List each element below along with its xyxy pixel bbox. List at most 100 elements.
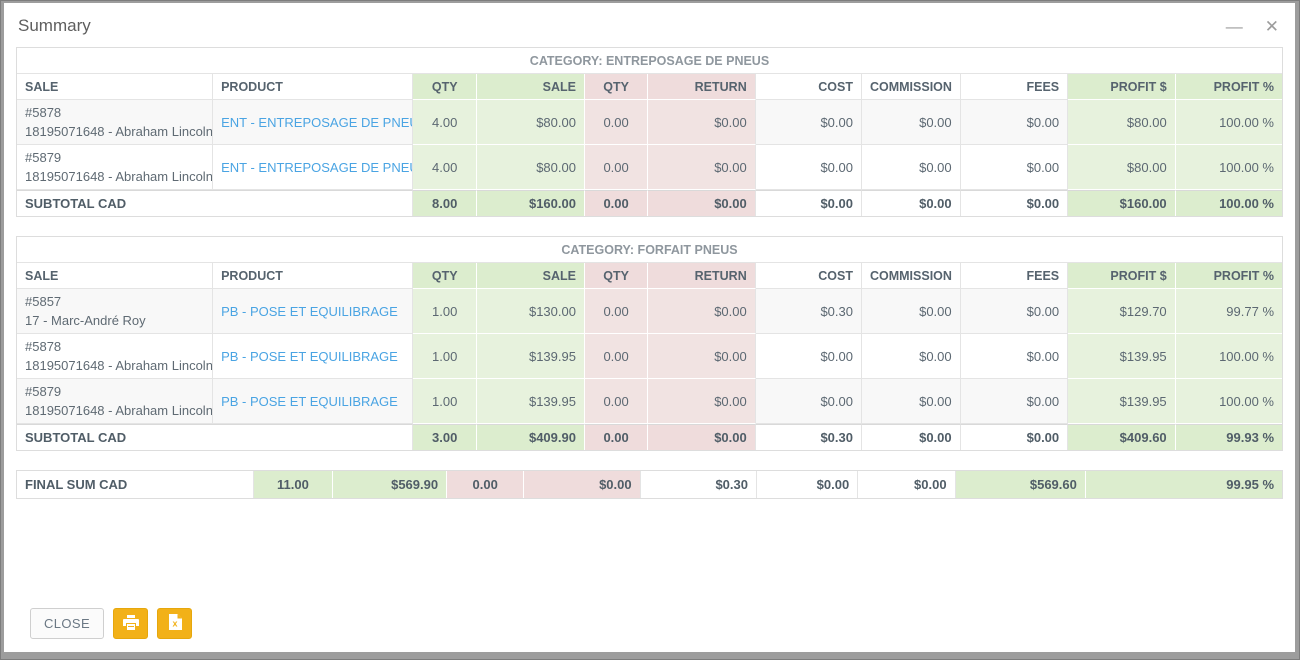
profit-pct-cell: 100.00 % — [1175, 334, 1282, 379]
product-cell: ENT - ENTREPOSAGE DE PNEUS — [213, 100, 413, 145]
category-title: CATEGORY: ENTREPOSAGE DE PNEUS — [17, 48, 1282, 74]
profit-cell: $139.95 — [1068, 379, 1176, 424]
sale-customer: 18195071648 - Abraham Lincoln — [25, 169, 213, 184]
category-table-entreposage: CATEGORY: ENTREPOSAGE DE PNEUS SALE PROD… — [16, 47, 1283, 217]
cost-cell: $0.00 — [755, 334, 862, 379]
return-qty-cell: 0.00 — [584, 145, 649, 190]
print-button[interactable] — [113, 608, 149, 639]
final-sum-label: FINAL SUM CAD — [17, 471, 254, 498]
close-button[interactable]: CLOSE — [30, 608, 105, 639]
col-return: RETURN — [648, 74, 756, 100]
sale-amount-cell: $409.90 — [477, 424, 585, 450]
return-qty-cell: 0.00 — [584, 379, 649, 424]
commission-cell: $0.00 — [861, 379, 961, 424]
sale-amount-cell: $80.00 — [477, 145, 585, 190]
qty-cell: 11.00 — [253, 471, 334, 498]
sale-customer: 18195071648 - Abraham Lincoln — [25, 403, 213, 418]
qty-cell: 3.00 — [412, 424, 478, 450]
subtotal-row: SUBTOTAL CAD 8.00 $160.00 0.00 $0.00 $0.… — [17, 190, 1282, 216]
col-profit-pct: PROFIT % — [1175, 263, 1282, 289]
final-sum-table: FINAL SUM CAD 11.00 $569.90 0.00 $0.00 $… — [16, 470, 1283, 499]
col-fees: FEES — [960, 263, 1069, 289]
return-qty-cell: 0.00 — [584, 424, 649, 450]
col-sale: SALE — [17, 74, 214, 100]
col-fees: FEES — [960, 74, 1069, 100]
category-table-forfait: CATEGORY: FORFAIT PNEUS SALE PRODUCT QTY… — [16, 236, 1283, 451]
column-header-row: SALE PRODUCT QTY SALE QTY RETURN COST CO… — [17, 74, 1282, 100]
cost-cell: $0.30 — [755, 424, 862, 450]
col-sale: SALE — [17, 263, 214, 289]
qty-cell: 1.00 — [412, 379, 478, 424]
commission-cell: $0.00 — [861, 190, 961, 216]
fees-cell: $0.00 — [960, 190, 1069, 216]
export-excel-icon: x — [168, 614, 182, 633]
commission-cell: $0.00 — [861, 334, 961, 379]
sale-amount-cell: $139.95 — [477, 379, 585, 424]
table-row: #5878 18195071648 - Abraham Lincoln PB -… — [17, 334, 1282, 379]
product-cell: PB - POSE ET EQUILIBRAGE — [213, 289, 413, 334]
subtotal-label: SUBTOTAL CAD — [17, 424, 413, 450]
product-cell: ENT - ENTREPOSAGE DE PNEUS — [213, 145, 413, 190]
product-link[interactable]: PB - POSE ET EQUILIBRAGE — [221, 303, 398, 319]
col-profit-pct: PROFIT % — [1175, 74, 1282, 100]
sale-amount-cell: $130.00 — [477, 289, 585, 334]
sale-id: #5879 — [25, 150, 62, 165]
col-return-qty: QTY — [584, 74, 649, 100]
product-link[interactable]: ENT - ENTREPOSAGE DE PNEUS — [221, 159, 413, 175]
profit-cell: $80.00 — [1068, 100, 1176, 145]
commission-cell: $0.00 — [861, 424, 961, 450]
minimize-icon[interactable]: — — [1225, 17, 1243, 36]
profit-cell: $139.95 — [1068, 334, 1176, 379]
return-cell: $0.00 — [648, 289, 756, 334]
col-cost: COST — [755, 263, 862, 289]
sale-id: #5878 — [25, 339, 62, 354]
return-qty-cell: 0.00 — [584, 100, 649, 145]
col-profit: PROFIT $ — [1068, 263, 1176, 289]
svg-text:x: x — [172, 619, 177, 629]
return-cell: $0.00 — [524, 471, 641, 498]
commission-cell: $0.00 — [861, 289, 961, 334]
col-return: RETURN — [648, 263, 756, 289]
return-qty-cell: 0.00 — [584, 334, 649, 379]
profit-pct-cell: 100.00 % — [1175, 100, 1282, 145]
sale-customer: 17 - Marc-André Roy — [25, 313, 146, 328]
category-title: CATEGORY: FORFAIT PNEUS — [17, 237, 1282, 263]
commission-cell: $0.00 — [861, 145, 961, 190]
export-excel-button[interactable]: x — [157, 608, 193, 639]
modal-footer: CLOSE — [16, 608, 1283, 652]
modal-header: Summary — ✕ — [4, 3, 1295, 47]
sale-cell: #5879 18195071648 - Abraham Lincoln — [17, 379, 214, 424]
cost-cell: $0.30 — [755, 289, 862, 334]
return-qty-cell: 0.00 — [447, 471, 525, 498]
sale-id: #5878 — [25, 105, 62, 120]
col-return-qty: QTY — [584, 263, 649, 289]
cost-cell: $0.00 — [755, 145, 862, 190]
profit-pct-cell: 100.00 % — [1175, 190, 1282, 216]
sale-amount-cell: $139.95 — [477, 334, 585, 379]
profit-pct-cell: 100.00 % — [1175, 379, 1282, 424]
fees-cell: $0.00 — [960, 424, 1069, 450]
table-row: #5878 18195071648 - Abraham Lincoln ENT … — [17, 100, 1282, 145]
sale-amount-cell: $160.00 — [477, 190, 585, 216]
profit-pct-cell: 99.95 % — [1085, 471, 1282, 498]
sale-amount-cell: $569.90 — [333, 471, 448, 498]
product-link[interactable]: ENT - ENTREPOSAGE DE PNEUS — [221, 114, 413, 130]
product-cell: PB - POSE ET EQUILIBRAGE — [213, 379, 413, 424]
profit-cell: $160.00 — [1068, 190, 1176, 216]
close-icon[interactable]: ✕ — [1264, 17, 1279, 36]
sale-cell: #5857 17 - Marc-André Roy — [17, 289, 214, 334]
sale-id: #5879 — [25, 384, 62, 399]
col-qty: QTY — [412, 263, 478, 289]
qty-cell: 4.00 — [412, 145, 478, 190]
product-link[interactable]: PB - POSE ET EQUILIBRAGE — [221, 393, 398, 409]
product-link[interactable]: PB - POSE ET EQUILIBRAGE — [221, 348, 398, 364]
fees-cell: $0.00 — [858, 471, 956, 498]
col-sale-amt: SALE — [477, 74, 585, 100]
profit-pct-cell: 99.93 % — [1175, 424, 1282, 450]
return-cell: $0.00 — [648, 334, 756, 379]
fees-cell: $0.00 — [960, 289, 1069, 334]
col-product: PRODUCT — [213, 74, 413, 100]
fees-cell: $0.00 — [960, 334, 1069, 379]
return-cell: $0.00 — [648, 145, 756, 190]
print-icon — [122, 614, 139, 633]
